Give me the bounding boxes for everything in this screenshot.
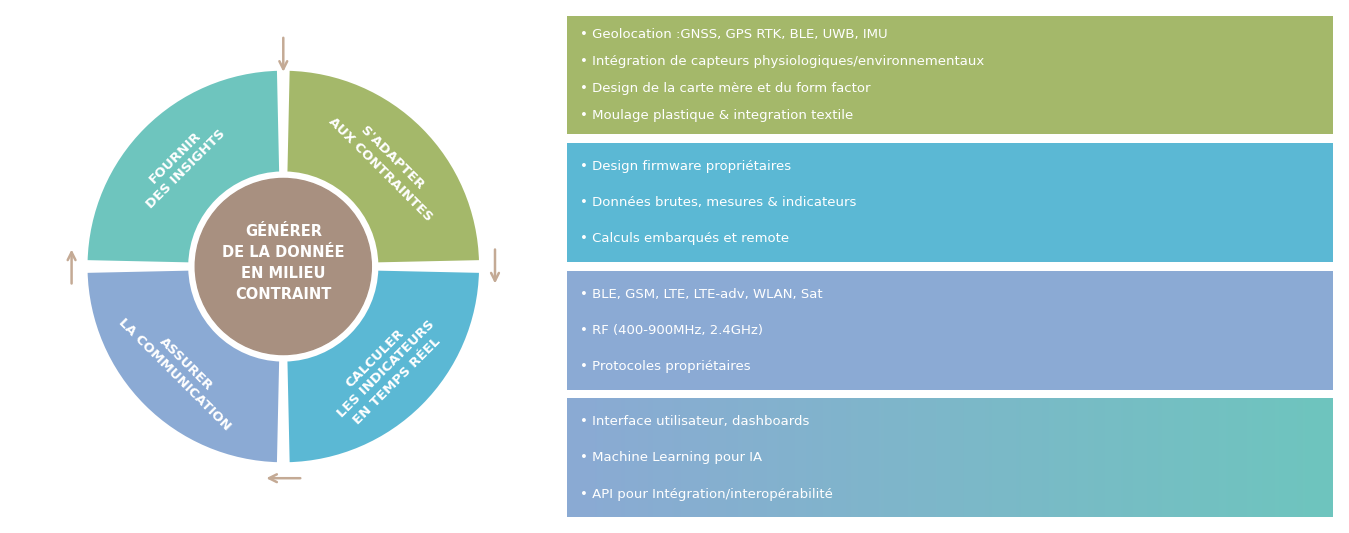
- Bar: [567, 271, 1333, 390]
- Text: ASSURER
LA COMMUNICATION: ASSURER LA COMMUNICATION: [116, 305, 244, 433]
- Text: • Moulage plastique & integration textile: • Moulage plastique & integration textil…: [580, 109, 853, 122]
- Circle shape: [190, 174, 376, 359]
- Text: • Protocoles propriétaires: • Protocoles propriétaires: [580, 360, 750, 373]
- Text: • API pour Intégration/interopérabilité: • API pour Intégration/interopérabilité: [580, 488, 832, 500]
- Text: S'ADAPTER
AUX CONTRAINTES: S'ADAPTER AUX CONTRAINTES: [326, 103, 447, 224]
- Text: • RF (400-900MHz, 2.4GHz): • RF (400-900MHz, 2.4GHz): [580, 324, 762, 337]
- Text: • Interface utilisateur, dashboards: • Interface utilisateur, dashboards: [580, 415, 809, 429]
- Text: • Données brutes, mesures & indicateurs: • Données brutes, mesures & indicateurs: [580, 196, 857, 209]
- Text: CALCULER
LES INDICATEURS
EN TEMPS RÉEL: CALCULER LES INDICATEURS EN TEMPS RÉEL: [324, 307, 449, 432]
- Text: • Design de la carte mère et du form factor: • Design de la carte mère et du form fac…: [580, 82, 870, 95]
- Text: FOURNIR
DES INSIGHTS: FOURNIR DES INSIGHTS: [132, 116, 228, 211]
- Text: • Geolocation :GNSS, GPS RTK, BLE, UWB, IMU: • Geolocation :GNSS, GPS RTK, BLE, UWB, …: [580, 28, 888, 41]
- Wedge shape: [286, 269, 482, 464]
- Circle shape: [196, 179, 371, 354]
- Text: • BLE, GSM, LTE, LTE-adv, WLAN, Sat: • BLE, GSM, LTE, LTE-adv, WLAN, Sat: [580, 288, 823, 301]
- Wedge shape: [85, 69, 281, 264]
- Bar: [567, 16, 1333, 134]
- Text: GÉNÉRER
DE LA DONNÉE
EN MILIEU
CONTRAINT: GÉNÉRER DE LA DONNÉE EN MILIEU CONTRAINT: [223, 223, 344, 302]
- Text: • Design firmware propriétaires: • Design firmware propriétaires: [580, 160, 791, 173]
- Wedge shape: [85, 269, 281, 464]
- Text: • Intégration de capteurs physiologiques/environnementaux: • Intégration de capteurs physiologiques…: [580, 55, 983, 68]
- Text: • Machine Learning pour IA: • Machine Learning pour IA: [580, 451, 762, 464]
- Wedge shape: [286, 69, 482, 264]
- Bar: [567, 143, 1333, 262]
- Text: • Calculs embarqués et remote: • Calculs embarqués et remote: [580, 232, 789, 245]
